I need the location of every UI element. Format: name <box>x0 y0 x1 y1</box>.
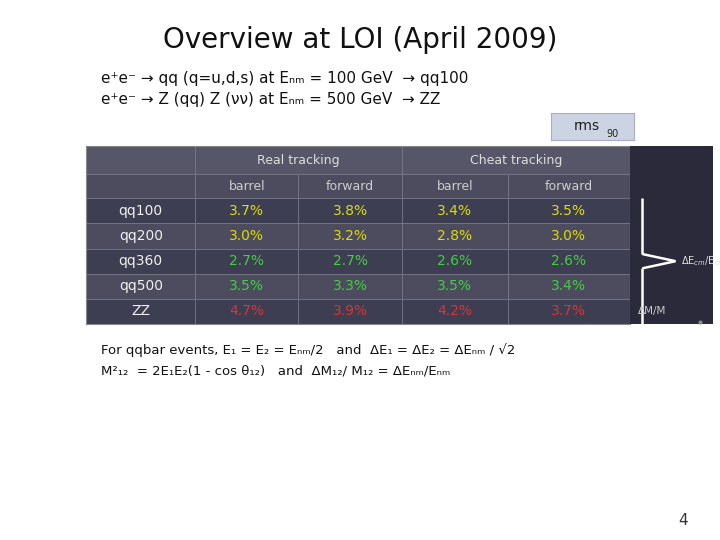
Text: 3.0%: 3.0% <box>229 229 264 243</box>
Text: 3.4%: 3.4% <box>552 279 586 293</box>
Bar <box>195 248 298 274</box>
Bar <box>508 224 630 248</box>
Text: qq200: qq200 <box>119 229 163 243</box>
Text: 2.8%: 2.8% <box>437 229 472 243</box>
Text: 3.7%: 3.7% <box>552 305 586 319</box>
Bar <box>298 299 402 324</box>
Bar <box>508 248 630 274</box>
Bar <box>508 198 630 224</box>
Text: barrel: barrel <box>228 180 265 193</box>
Text: ΔE$_{cm}$/E$_{cm}$: ΔE$_{cm}$/E$_{cm}$ <box>681 254 720 268</box>
Text: 90: 90 <box>606 130 618 139</box>
Text: 4.2%: 4.2% <box>437 305 472 319</box>
Bar <box>508 274 630 299</box>
Text: 3.9%: 3.9% <box>333 305 368 319</box>
Text: M²₁₂  = 2E₁E₂(1 - cos θ₁₂)   and  ΔM₁₂/ M₁₂ = ΔEₙₘ/Eₙₘ: M²₁₂ = 2E₁E₂(1 - cos θ₁₂) and ΔM₁₂/ M₁₂ … <box>101 364 450 377</box>
Bar <box>298 198 402 224</box>
Text: Cheat tracking: Cheat tracking <box>469 153 562 166</box>
Bar <box>402 299 508 324</box>
Text: 3.4%: 3.4% <box>437 204 472 218</box>
Text: 3.8%: 3.8% <box>333 204 368 218</box>
Text: 3.0%: 3.0% <box>552 229 586 243</box>
Bar <box>195 299 298 324</box>
Text: Real tracking: Real tracking <box>257 153 340 166</box>
Bar <box>298 274 402 299</box>
Bar <box>86 146 195 174</box>
Bar <box>86 174 195 198</box>
Bar <box>195 274 298 299</box>
Text: e⁺e⁻ → Z (qq) Z (νν) at Eₙₘ = 500 GeV  → ZZ: e⁺e⁻ → Z (qq) Z (νν) at Eₙₘ = 500 GeV → … <box>101 92 440 107</box>
Text: ΔM/M: ΔM/M <box>638 306 667 316</box>
Bar <box>86 224 195 248</box>
Text: 4.7%: 4.7% <box>229 305 264 319</box>
Text: 2.7%: 2.7% <box>333 254 367 268</box>
Bar <box>508 174 630 198</box>
Text: rms: rms <box>574 119 600 133</box>
Bar <box>402 274 508 299</box>
Bar <box>86 248 195 274</box>
Text: qq360: qq360 <box>119 254 163 268</box>
Text: e⁺e⁻ → qq (q=u,d,s) at Eₙₘ = 100 GeV  → qq100: e⁺e⁻ → qq (q=u,d,s) at Eₙₘ = 100 GeV → q… <box>101 71 468 86</box>
Bar <box>298 174 402 198</box>
Text: forward: forward <box>545 180 593 193</box>
Bar <box>195 174 298 198</box>
Bar <box>402 248 508 274</box>
Bar <box>298 224 402 248</box>
Bar <box>86 198 195 224</box>
Text: 2.6%: 2.6% <box>437 254 472 268</box>
Text: barrel: barrel <box>436 180 473 193</box>
Text: qq500: qq500 <box>119 279 163 293</box>
Text: 3.3%: 3.3% <box>333 279 367 293</box>
Text: 2.7%: 2.7% <box>229 254 264 268</box>
Text: 3.7%: 3.7% <box>229 204 264 218</box>
Bar <box>195 198 298 224</box>
Bar <box>402 146 630 174</box>
Text: forward: forward <box>326 180 374 193</box>
Bar <box>402 198 508 224</box>
Text: 3.5%: 3.5% <box>229 279 264 293</box>
Text: For qqbar events, E₁ = E₂ = Eₙₘ/2   and  ΔE₁ = ΔE₂ = ΔEₙₘ / √2: For qqbar events, E₁ = E₂ = Eₙₘ/2 and ΔE… <box>101 343 516 356</box>
Bar <box>195 146 402 174</box>
Bar <box>86 274 195 299</box>
Bar <box>195 224 298 248</box>
Bar <box>86 299 195 324</box>
Text: ZZ: ZZ <box>131 305 150 319</box>
Text: Overview at LOI (April 2009): Overview at LOI (April 2009) <box>163 26 557 54</box>
Bar <box>402 174 508 198</box>
Bar <box>508 299 630 324</box>
Text: 3.5%: 3.5% <box>552 204 586 218</box>
Text: 3.5%: 3.5% <box>437 279 472 293</box>
Bar <box>298 248 402 274</box>
Text: 4: 4 <box>678 513 688 528</box>
Text: 3.2%: 3.2% <box>333 229 367 243</box>
Text: 2.6%: 2.6% <box>552 254 586 268</box>
Text: qq100: qq100 <box>119 204 163 218</box>
Bar <box>402 224 508 248</box>
